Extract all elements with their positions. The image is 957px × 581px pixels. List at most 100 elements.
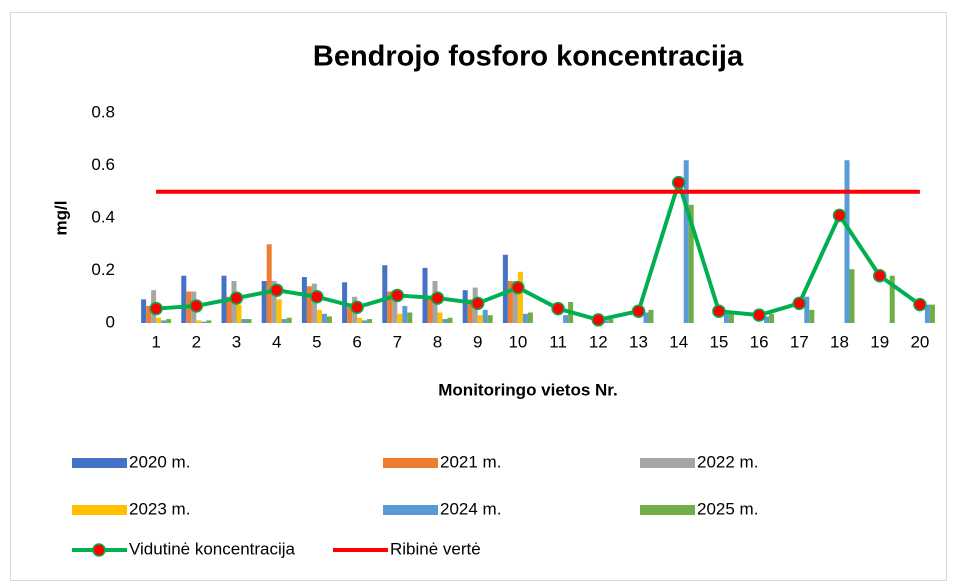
legend-swatch [72, 458, 127, 468]
bar [181, 275, 187, 323]
bar [849, 269, 855, 323]
bar [402, 305, 408, 323]
x-tick-label: 3 [232, 332, 241, 351]
x-tick-label: 6 [352, 332, 361, 351]
bar [392, 291, 398, 323]
marker [390, 288, 405, 303]
marker [631, 304, 646, 318]
bar [306, 286, 312, 323]
legend-label: Ribinė vertė [390, 539, 481, 558]
bar [447, 317, 453, 323]
bar [844, 160, 850, 323]
bar [527, 312, 533, 323]
bar [512, 281, 518, 323]
bar [301, 277, 307, 323]
marker [832, 208, 847, 223]
bar [261, 281, 267, 323]
bar [311, 283, 317, 323]
marker [149, 301, 163, 316]
y-tick-label: 0 [106, 312, 115, 331]
x-tick-label: 13 [629, 332, 648, 351]
bar [241, 319, 247, 323]
x-tick-label: 14 [669, 332, 688, 351]
bar [156, 317, 162, 323]
chart-frame [10, 12, 947, 581]
x-tick-label: 18 [830, 332, 849, 351]
legend-swatch [383, 505, 438, 515]
bar [357, 317, 363, 323]
bar [397, 313, 403, 323]
x-tick-label: 5 [312, 332, 321, 351]
bar [482, 309, 488, 323]
bar [281, 319, 287, 323]
x-tick-label: 16 [750, 332, 769, 351]
legend-label: 2022 m. [697, 452, 758, 471]
bar [326, 316, 332, 323]
marker [913, 297, 927, 312]
bar [166, 319, 172, 323]
legend-swatch [640, 505, 695, 515]
bar [316, 309, 322, 323]
marker [872, 269, 887, 283]
marker [310, 290, 324, 304]
bar [648, 309, 654, 323]
bar [146, 305, 152, 323]
marker [269, 283, 284, 297]
bar [507, 281, 513, 323]
bar [407, 312, 413, 323]
legend-swatch [72, 505, 127, 515]
x-tick-label: 12 [589, 332, 608, 351]
x-tick-label: 4 [272, 332, 281, 351]
marker [511, 280, 525, 295]
bar [141, 299, 147, 323]
x-tick-label: 7 [393, 332, 402, 351]
legend-swatch [383, 458, 438, 468]
x-tick-label: 1 [151, 332, 160, 351]
marker [671, 175, 686, 190]
bar [563, 315, 569, 323]
marker [350, 300, 364, 314]
bar [728, 313, 734, 323]
legend-label: Vidutinė koncentracija [129, 539, 296, 558]
y-tick-label: 0.8 [91, 102, 115, 121]
x-tick-label: 8 [433, 332, 442, 351]
bar [809, 309, 815, 323]
bar [804, 296, 810, 323]
legend-label: 2024 m. [440, 499, 501, 518]
x-axis-label: Monitoringo vietos Nr. [438, 380, 617, 399]
bar [517, 271, 523, 323]
bar [929, 304, 935, 323]
x-tick-label: 2 [192, 332, 201, 351]
bar [643, 312, 649, 323]
bar [367, 319, 373, 323]
bar [608, 319, 614, 323]
bar [271, 281, 277, 323]
bar [442, 319, 448, 323]
bar [603, 320, 609, 323]
bar [683, 160, 689, 323]
bar [502, 254, 508, 323]
bar [467, 299, 473, 323]
marker [712, 304, 726, 318]
bar [769, 313, 775, 323]
bar [236, 304, 242, 323]
y-tick-label: 0.2 [91, 260, 115, 279]
marker [591, 313, 606, 327]
legend-label: 2020 m. [129, 452, 190, 471]
x-tick-label: 17 [790, 332, 809, 351]
marker [551, 301, 565, 316]
bar [387, 291, 393, 323]
bar [201, 321, 207, 323]
chart-title: Bendrojo fosforo koncentracija [313, 41, 744, 73]
legend-marker [92, 543, 106, 557]
x-tick-label: 11 [549, 332, 567, 351]
legend-label: 2021 m. [440, 452, 501, 471]
bar [161, 320, 167, 323]
bar [764, 316, 770, 323]
bar [522, 313, 528, 323]
bar [487, 315, 493, 323]
bar [226, 296, 232, 323]
x-tick-label: 15 [709, 332, 728, 351]
bar [688, 204, 694, 323]
